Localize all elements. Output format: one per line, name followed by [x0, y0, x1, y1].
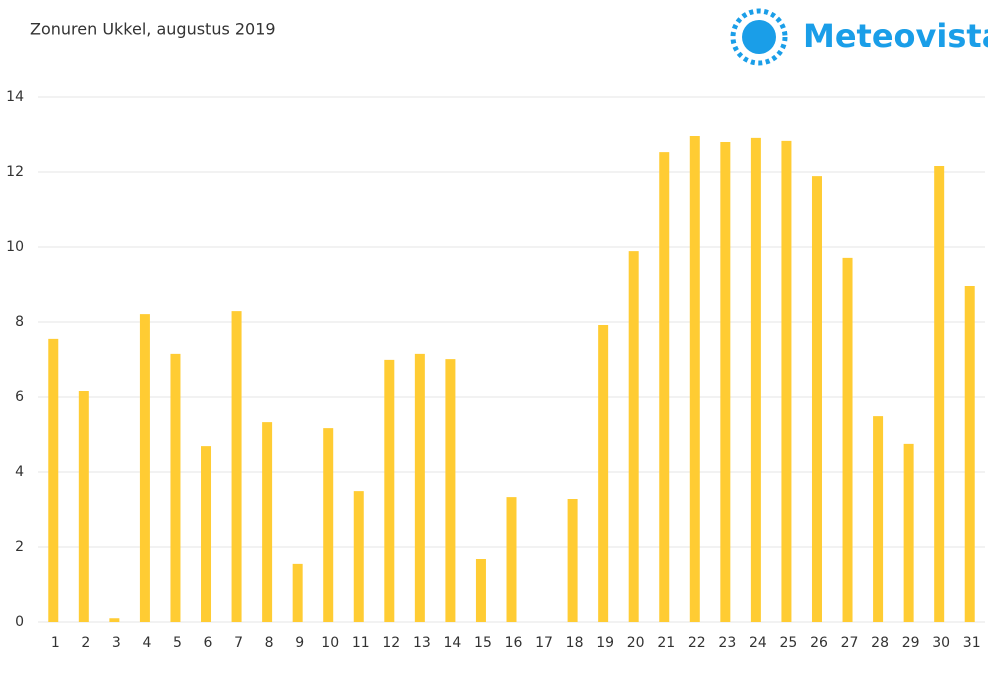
x-tick-label: 12 [382, 635, 400, 651]
bar [873, 416, 884, 622]
bar [750, 137, 761, 622]
x-tick-label: 31 [963, 635, 981, 651]
bar [323, 428, 334, 622]
x-tick-label: 16 [505, 635, 523, 651]
bar [598, 325, 609, 622]
bar [170, 353, 181, 622]
bar [292, 563, 303, 622]
y-tick-label: 4 [15, 464, 24, 480]
logo-icon [730, 8, 788, 66]
bar [201, 446, 212, 622]
y-tick-label: 8 [15, 314, 24, 330]
x-tick-label: 17 [535, 635, 553, 651]
bar [628, 251, 639, 622]
x-tick-label: 26 [810, 635, 828, 651]
x-tick-label: 30 [932, 635, 950, 651]
x-tick-label: 18 [566, 635, 584, 651]
bar [567, 499, 578, 622]
bar [262, 422, 273, 622]
bar [445, 359, 456, 622]
bar [231, 311, 242, 622]
x-tick-label: 3 [112, 635, 121, 651]
x-tick-label: 22 [688, 635, 706, 651]
bar [903, 443, 914, 622]
chart-title: Zonuren Ukkel, augustus 2019 [30, 20, 276, 39]
bar [48, 338, 59, 622]
bar [781, 140, 792, 622]
bar [964, 286, 975, 622]
x-tick-label: 5 [173, 635, 182, 651]
bar [384, 359, 395, 622]
bar [659, 152, 670, 622]
x-tick-label: 27 [841, 635, 859, 651]
x-tick-label: 13 [413, 635, 431, 651]
x-tick-label: 4 [142, 635, 151, 651]
y-tick-label: 14 [6, 89, 24, 105]
x-tick-label: 29 [902, 635, 920, 651]
x-tick-label: 24 [749, 635, 767, 651]
x-tick-label: 7 [234, 635, 243, 651]
y-tick-label: 12 [6, 164, 24, 180]
y-tick-label: 6 [15, 389, 24, 405]
x-tick-label: 9 [295, 635, 304, 651]
x-tick-label: 14 [443, 635, 461, 651]
x-tick-label: 1 [51, 635, 60, 651]
x-tick-label: 19 [596, 635, 614, 651]
x-tick-label: 15 [474, 635, 492, 651]
bar [139, 314, 150, 622]
x-tick-label: 23 [718, 635, 736, 651]
bar [720, 142, 731, 622]
bar [934, 166, 945, 622]
bar [842, 257, 853, 622]
x-tick-label: 6 [204, 635, 213, 651]
logo-text: Meteovista [803, 17, 988, 55]
bar [353, 491, 364, 622]
bar [109, 618, 120, 622]
bar [475, 559, 486, 622]
x-tick-label: 8 [265, 635, 274, 651]
bar [78, 391, 89, 622]
bar [811, 176, 822, 622]
x-tick-label: 11 [352, 635, 370, 651]
y-tick-label: 10 [6, 239, 24, 255]
x-tick-label: 21 [657, 635, 675, 651]
bar [689, 136, 700, 622]
y-tick-label: 2 [15, 539, 24, 555]
x-tick-label: 20 [627, 635, 645, 651]
bar [414, 353, 425, 622]
y-tick-label: 0 [15, 614, 24, 630]
x-tick-label: 2 [81, 635, 90, 651]
x-tick-label: 10 [321, 635, 339, 651]
bar [506, 497, 517, 622]
x-tick-label: 25 [780, 635, 798, 651]
x-tick-label: 28 [871, 635, 889, 651]
